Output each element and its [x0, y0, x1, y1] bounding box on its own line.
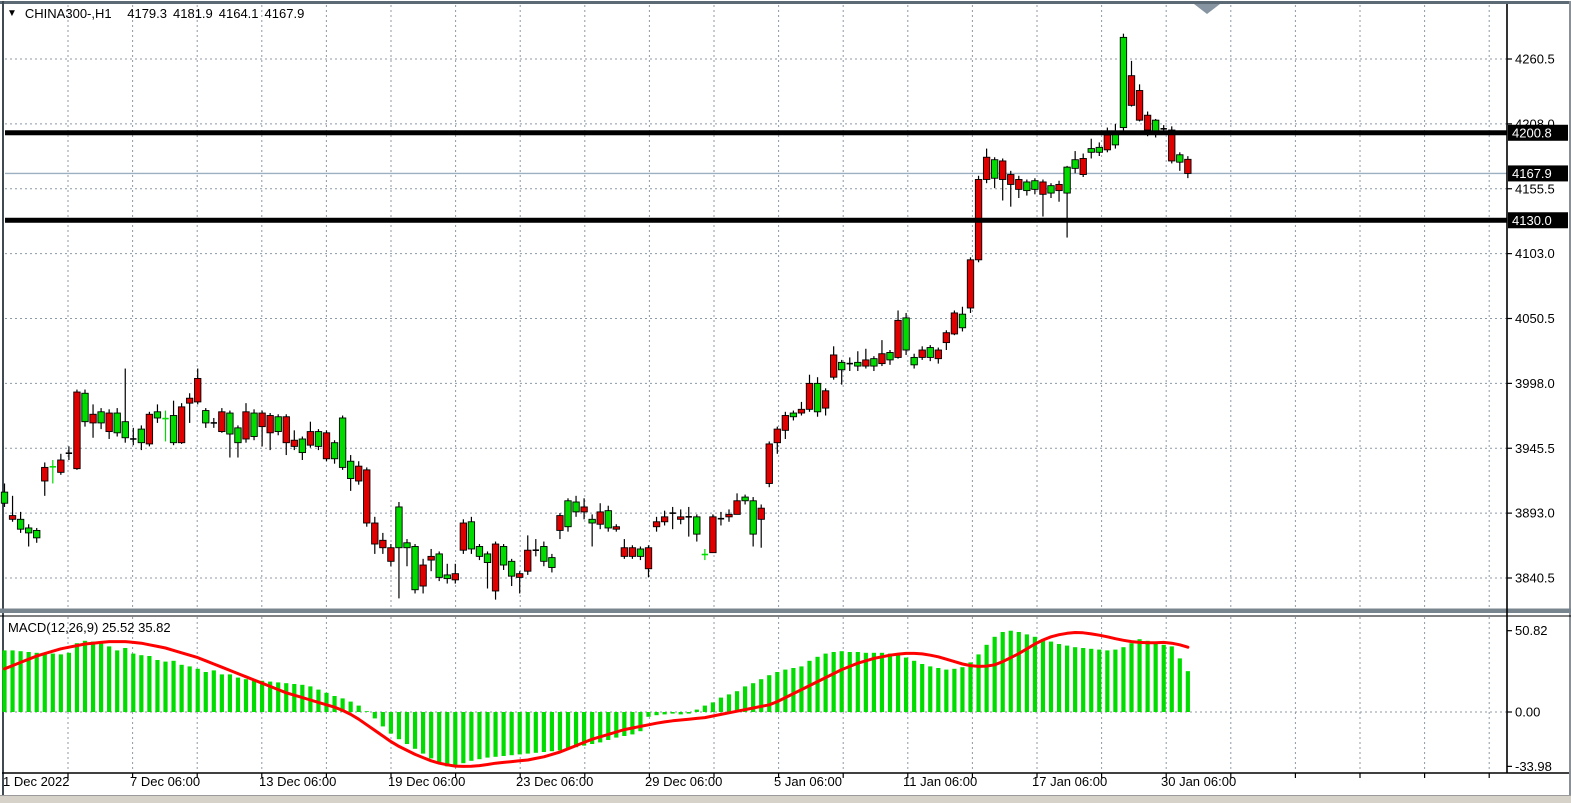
window-left-border [2, 1, 4, 795]
macd-axis-label: 50.82 [1515, 623, 1548, 638]
horizontal-level-lines[interactable] [5, 130, 1507, 223]
macd-signal-line [3, 631, 1190, 768]
price-badge [1508, 124, 1568, 141]
macd-axis-label: 0.00 [1515, 705, 1540, 720]
time-axis-label: 13 Dec 06:00 [259, 774, 336, 789]
price-badge-label: 4200.8 [1512, 125, 1552, 140]
time-axis-label: 5 Jan 06:00 [774, 774, 842, 789]
macd-value: 25.52 [101, 620, 135, 635]
macd-axis-label: -33.98 [1515, 759, 1552, 774]
price-axis-label: 4155.5 [1515, 181, 1555, 196]
price-axis-label: 3893.0 [1515, 506, 1555, 521]
time-axis-label: 23 Dec 06:00 [516, 774, 593, 789]
macd-axis[interactable]: 50.82 0.00 -33.98 [1507, 623, 1552, 774]
quote-open: 4179.3 [127, 6, 167, 21]
macd-indicator-label: MACD(12,26,9) 25.52 35.82 [8, 620, 171, 635]
quote-high: 4181.9 [173, 6, 213, 21]
window-right-border [1569, 1, 1571, 795]
candles-layer[interactable] [0, 33, 1192, 600]
time-axis-label: 29 Dec 06:00 [645, 774, 722, 789]
price-axis[interactable]: 4260.54208.04155.54103.04050.53998.03945… [1507, 52, 1568, 586]
macd-histogram [2, 630, 1190, 767]
chart-shift-marker[interactable] [1194, 4, 1220, 14]
symbol-period-label: CHINA300-,H1 [24, 6, 112, 21]
price-badge [1508, 165, 1568, 182]
time-axis-label: 17 Jan 06:00 [1032, 774, 1107, 789]
time-axis-label: 7 Dec 06:00 [130, 774, 200, 789]
shift-triangle-icon [1194, 4, 1220, 14]
time-axis-label: 11 Jan 06:00 [903, 774, 977, 789]
price-axis-label: 4260.5 [1515, 52, 1555, 67]
price-axis-label: 3945.5 [1515, 441, 1555, 456]
price-badge-label: 4130.0 [1512, 213, 1552, 228]
macd-name: MACD(12,26,9) [8, 620, 99, 635]
price-axis-label: 4103.0 [1515, 246, 1555, 261]
quote-low: 4164.1 [218, 6, 259, 21]
panel-separator[interactable] [0, 608, 1571, 617]
price-axis-label: 3840.5 [1515, 571, 1555, 586]
window-bottom-strip [0, 795, 1571, 803]
time-axis-label: 1 Dec 2022 [3, 774, 70, 789]
symbol-dropdown-icon: ▼ [7, 7, 17, 19]
price-badge-label: 4167.9 [1512, 166, 1552, 181]
price-axis-label: 3998.0 [1515, 376, 1555, 391]
time-axis-label: 19 Dec 06:00 [388, 774, 465, 789]
gridlines [5, 5, 1507, 772]
time-axis-label: 30 Jan 06:00 [1161, 774, 1236, 789]
window-top-border [0, 1, 1571, 4]
quote-close: 4167.9 [264, 6, 305, 21]
chart-title: ▼ CHINA300-,H1 4179.3 4181.9 4164.1 4167.9 [7, 6, 304, 21]
macd-signal-value: 35.82 [138, 620, 171, 635]
time-axis[interactable]: 1 Dec 2022 7 Dec 06:00 13 Dec 06:00 19 Dec … [3, 773, 1490, 789]
price-axis-label: 4050.5 [1515, 311, 1555, 326]
price-badge [1508, 212, 1568, 229]
axes [2, 4, 1569, 774]
